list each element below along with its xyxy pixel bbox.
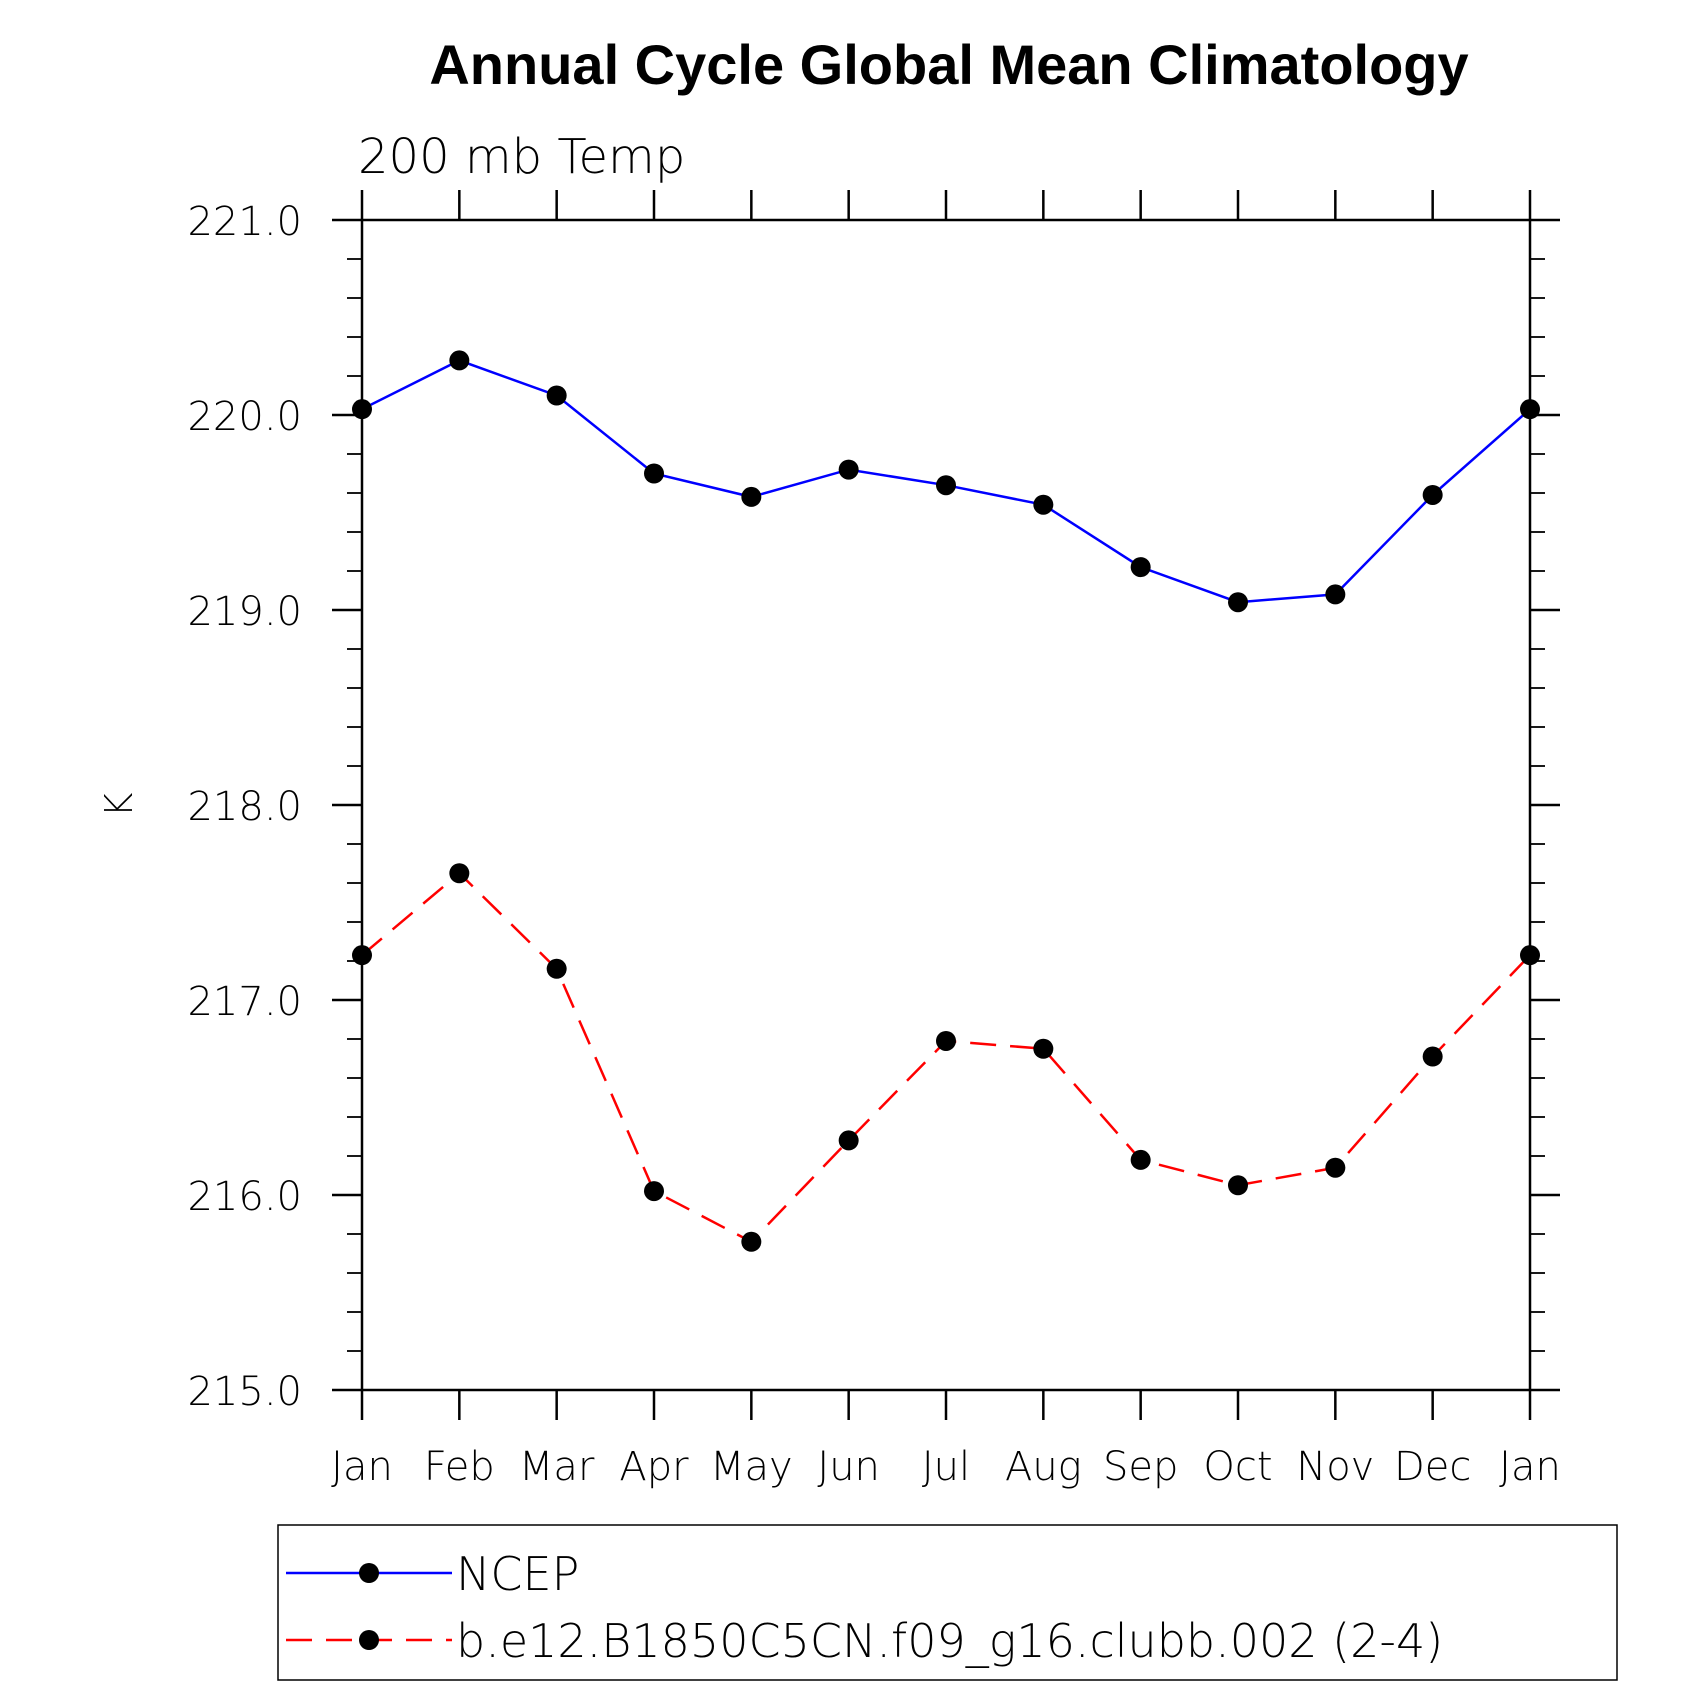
data-point-series-0 [838,459,859,480]
x-tick-label: Jun [817,1444,880,1490]
legend-label-0: NCEP [456,1547,579,1601]
data-point-series-0 [352,399,372,420]
x-tick-label: Jan [1499,1444,1561,1490]
x-tick-label: Sep [1103,1444,1178,1490]
data-point-series-0 [1325,584,1346,605]
legend-marker-0 [359,1563,379,1583]
x-tick-label: Mar [519,1444,595,1490]
legend: NCEP b.e12.B1850C5CN.f09_g16.clubb.002 (2… [286,1547,1443,1668]
y-axis-label: K [97,792,141,817]
data-point-series-1 [352,945,372,966]
data-point-series-0 [644,463,664,484]
data-series [352,350,1540,1252]
y-tick-label: 215.0 [187,1369,302,1415]
x-tick-label: Jan [331,1444,393,1490]
x-tick-label: May [710,1444,793,1490]
data-point-series-1 [741,1231,762,1252]
data-point-series-0 [449,350,470,371]
data-point-series-0 [1033,494,1054,515]
data-point-series-1 [546,958,567,979]
x-tick-label: Aug [1005,1444,1082,1490]
data-point-series-0 [1422,484,1443,505]
data-point-series-1 [1033,1038,1054,1059]
plot-frame [360,218,1532,1392]
data-point-series-1 [838,1130,859,1151]
legend-box [277,1524,1618,1681]
series-line-1 [361,871,1531,1244]
x-tick-label: Apr [619,1444,689,1490]
data-point-series-1 [1422,1046,1443,1067]
y-tick-label: 220.0 [187,394,302,440]
axis-ticks [332,190,1560,1420]
data-point-series-0 [1520,399,1540,420]
legend-label-1: b.e12.B1850C5CN.f09_g16.clubb.002 (2-4) [456,1614,1443,1668]
legend-marker-1 [359,1630,379,1650]
y-tick-label: 219.0 [187,589,302,635]
data-point-series-1 [1228,1175,1248,1196]
x-tick-label: Jul [922,1444,970,1490]
data-point-series-1 [644,1181,664,1202]
data-point-series-0 [741,486,762,507]
y-tick-label: 218.0 [187,784,302,830]
data-point-series-1 [449,863,470,884]
x-tick-label: Nov [1296,1444,1374,1490]
chart-subtitle: 200 mb Temp [358,129,685,185]
data-point-series-1 [1520,945,1540,966]
y-tick-label: 221.0 [187,199,302,245]
data-point-series-0 [1130,557,1151,578]
y-tick-label: 217.0 [187,979,302,1025]
x-tick-label: Dec [1394,1444,1471,1490]
axis-tick-labels: Jan Feb Mar Apr May Jun Jul Aug Sep Oct Nov Dec Jan 2… [187,199,1560,1490]
data-point-series-1 [1130,1149,1151,1170]
data-point-series-0 [546,385,567,406]
data-point-series-1 [936,1030,956,1051]
x-tick-label: Oct [1203,1444,1272,1490]
y-tick-label: 216.0 [187,1174,302,1220]
data-point-series-0 [936,475,956,496]
x-tick-label: Feb [424,1444,495,1490]
data-point-series-0 [1228,592,1248,613]
chart-title: Annual Cycle Global Mean Climatology [429,33,1468,96]
data-point-series-1 [1325,1157,1346,1178]
